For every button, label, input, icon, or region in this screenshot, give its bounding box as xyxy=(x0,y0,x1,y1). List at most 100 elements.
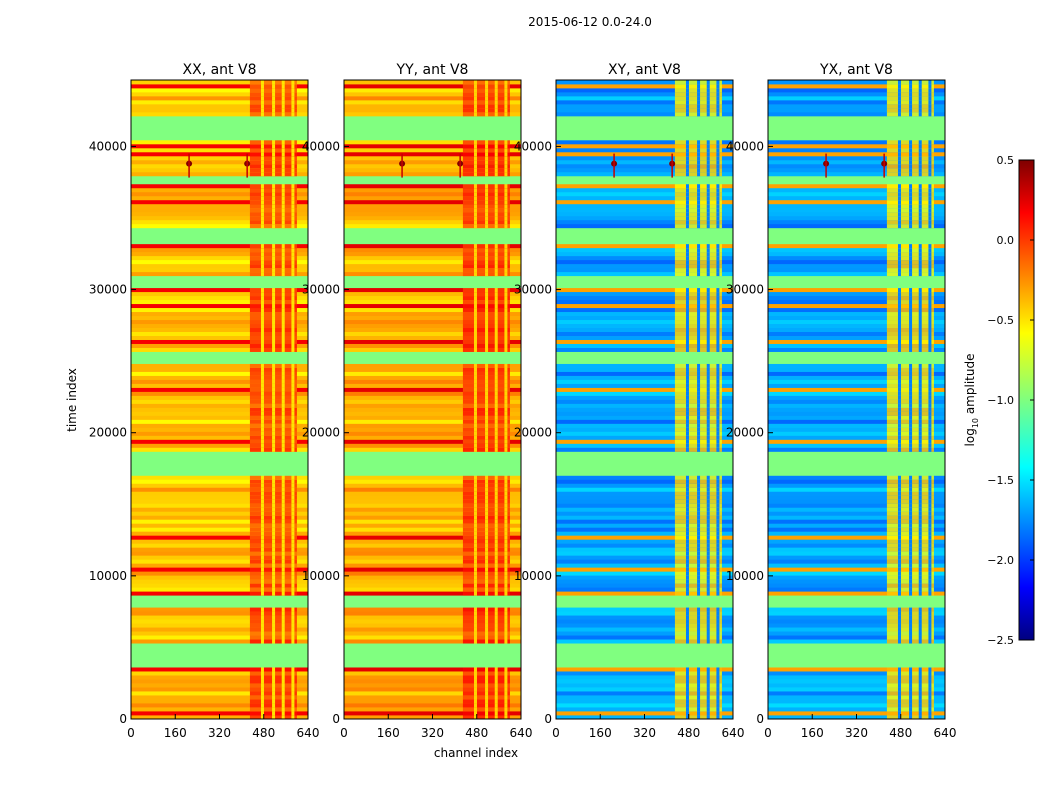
heatmap-gap xyxy=(494,639,498,644)
heatmap-gap xyxy=(473,291,477,297)
x-tick-label: 480 xyxy=(889,726,912,740)
heatmap-gap xyxy=(697,631,701,636)
heatmap-gap xyxy=(909,171,913,177)
heatmap-row xyxy=(768,319,945,325)
heatmap-gap xyxy=(685,271,689,277)
heatmap-gap xyxy=(281,371,285,376)
heatmap-row xyxy=(768,343,945,348)
heatmap-gap xyxy=(697,403,701,408)
heatmap-gap xyxy=(494,671,498,676)
heatmap-gap xyxy=(897,699,901,704)
heatmap-gap xyxy=(697,587,701,592)
heatmap-gap xyxy=(897,707,901,712)
heatmap-gap xyxy=(473,687,477,692)
heatmap-gap xyxy=(928,515,932,520)
heatmap-gap xyxy=(697,535,701,540)
heatmap-gap xyxy=(909,91,913,97)
heatmap-gap xyxy=(716,199,720,205)
heatmap-gap xyxy=(909,319,913,325)
heatmap-gap xyxy=(697,367,701,372)
heatmap-gap xyxy=(716,263,720,269)
heatmap-row xyxy=(131,615,308,620)
heatmap-gap xyxy=(494,579,498,584)
heatmap-gap xyxy=(494,503,498,508)
heatmap-row xyxy=(131,203,308,209)
heatmap-gap xyxy=(697,391,701,396)
heatmap-gap xyxy=(485,167,489,173)
heatmap-gap xyxy=(260,323,264,329)
heatmap-row xyxy=(344,459,521,464)
heatmap-gap xyxy=(473,247,477,253)
heatmap-gap xyxy=(697,671,701,676)
heatmap-gap xyxy=(272,567,276,572)
heatmap-gap xyxy=(272,707,276,712)
heatmap-gap xyxy=(473,435,477,440)
heatmap-row xyxy=(131,587,308,592)
heatmap-gap xyxy=(473,531,477,536)
heatmap-gap xyxy=(281,91,285,97)
heatmap-gap xyxy=(918,487,922,492)
heatmap-gap xyxy=(494,303,498,309)
heatmap-gap xyxy=(494,95,498,101)
heatmap-gap xyxy=(716,711,720,716)
heatmap-gap xyxy=(504,339,508,344)
heatmap-gap xyxy=(706,271,710,277)
heatmap-gap xyxy=(504,519,508,524)
heatmap-gap xyxy=(281,339,285,344)
heatmap-gap xyxy=(909,571,913,576)
heatmap-gap xyxy=(494,391,498,396)
heatmap-gap xyxy=(281,563,285,568)
heatmap-gap xyxy=(260,395,264,400)
heatmap-row xyxy=(768,219,945,225)
heatmap-gap xyxy=(281,391,285,396)
heatmap-gap xyxy=(272,379,276,384)
heatmap-gap xyxy=(897,559,901,564)
heatmap-gap xyxy=(909,679,913,684)
heatmap-gap xyxy=(281,619,285,624)
heatmap-gap xyxy=(897,587,901,592)
heatmap-gap xyxy=(494,687,498,692)
heatmap-row xyxy=(556,591,733,596)
heatmap-row xyxy=(344,611,521,616)
heatmap-gap xyxy=(260,139,264,145)
heatmap-row xyxy=(768,547,945,552)
heatmap-row xyxy=(768,411,945,416)
heatmap-gap xyxy=(494,475,498,480)
heatmap-gap xyxy=(272,247,276,253)
heatmap-gap xyxy=(685,243,689,249)
heatmap-gap xyxy=(897,415,901,420)
heatmap-gap xyxy=(716,315,720,321)
heatmap-gap xyxy=(281,575,285,580)
heatmap-gap xyxy=(485,315,489,321)
heatmap-gap xyxy=(281,315,285,321)
heatmap-gap xyxy=(272,623,276,628)
heatmap-gap xyxy=(473,539,477,544)
heatmap-gap xyxy=(473,523,477,528)
heatmap-row xyxy=(344,411,521,416)
heatmap-gap xyxy=(504,191,508,197)
heatmap-gap xyxy=(697,607,701,612)
heatmap-gap xyxy=(485,575,489,580)
heatmap-gap xyxy=(494,271,498,277)
heatmap-gap xyxy=(909,147,913,153)
heatmap-gap xyxy=(504,515,508,520)
heatmap-gap xyxy=(706,575,710,580)
heatmap-gap xyxy=(716,627,720,632)
heatmap-gap xyxy=(928,271,932,277)
heatmap-gap xyxy=(494,591,498,596)
heatmap-gap xyxy=(494,223,498,229)
heatmap-gap xyxy=(685,255,689,261)
heatmap-gap xyxy=(494,623,498,628)
heatmap-gap xyxy=(706,587,710,592)
heatmap-row xyxy=(556,80,733,85)
colorbar-tick-label: 0.5 xyxy=(997,154,1015,167)
x-tick-label: 320 xyxy=(421,726,444,740)
heatmap-row xyxy=(768,215,945,221)
heatmap-row xyxy=(768,407,945,412)
heatmap-gap xyxy=(928,623,932,628)
heatmap-gap xyxy=(272,611,276,616)
heatmap-gap xyxy=(706,391,710,396)
heatmap-row xyxy=(768,459,945,464)
heatmap-gap xyxy=(697,667,701,672)
heatmap-gap xyxy=(685,95,689,101)
